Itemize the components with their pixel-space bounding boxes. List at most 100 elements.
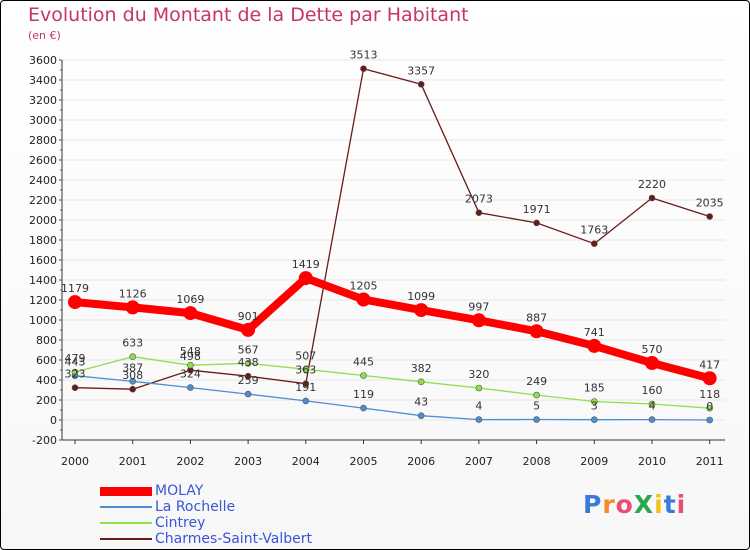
data-label: 507 [295, 349, 316, 362]
chart-title: Evolution du Montant de la Dette par Hab… [28, 4, 469, 26]
data-label: 548 [180, 345, 201, 358]
data-point [533, 416, 540, 423]
data-point [71, 368, 79, 376]
chart-subtitle: (en €) [28, 29, 61, 42]
x-tick-label: 2010 [638, 455, 666, 468]
logo-letter: r [602, 490, 616, 519]
y-tick-label: -200 [32, 434, 57, 447]
data-label: 2220 [638, 178, 666, 191]
x-tick-label: 2009 [580, 455, 608, 468]
legend-label: Cintrey [155, 515, 206, 531]
data-label: 479 [65, 352, 86, 365]
data-point [648, 400, 656, 408]
data-label: 567 [238, 343, 259, 356]
data-point [648, 416, 656, 423]
data-label: 249 [526, 375, 547, 388]
legend-label: MOLAY [155, 483, 204, 499]
logo-letter: i [654, 490, 664, 519]
data-point [533, 391, 540, 399]
x-tick-label: 2000 [61, 455, 89, 468]
x-tick-label: 2005 [350, 455, 378, 468]
data-label: 387 [122, 361, 143, 374]
data-point [187, 384, 194, 391]
data-point [587, 338, 602, 353]
data-point [417, 378, 425, 386]
data-point [417, 412, 425, 420]
data-point [706, 416, 714, 424]
data-point [302, 397, 310, 405]
data-point [590, 240, 598, 247]
x-tick-label: 2004 [292, 455, 320, 468]
y-tick-label: 0 [50, 414, 57, 427]
legend-swatch [100, 538, 152, 540]
data-label: 901 [238, 310, 259, 323]
data-label: 3 [591, 400, 598, 413]
data-label: 4 [475, 400, 482, 413]
logo-letter: o [615, 490, 634, 519]
legend-swatch [100, 486, 152, 496]
logo-letter: P [583, 490, 603, 519]
data-point [533, 219, 540, 227]
data-point [471, 313, 486, 328]
legend-label: La Rochelle [155, 499, 236, 515]
y-tick-label: 1200 [29, 294, 57, 307]
data-label: 1099 [407, 290, 435, 303]
data-point [244, 372, 252, 380]
x-tick-label: 2011 [696, 455, 724, 468]
legend: MOLAY La Rochelle Cintrey Charmes-Saint-… [100, 483, 312, 547]
series-line [74, 274, 711, 383]
data-label: 1205 [350, 280, 378, 293]
y-tick-label: 800 [36, 334, 57, 347]
data-point [706, 213, 714, 220]
logo-letter: i [676, 490, 687, 519]
legend-swatch [100, 506, 152, 508]
y-tick-label: 600 [36, 354, 57, 367]
series-line [74, 68, 710, 390]
data-point [183, 306, 198, 321]
data-label: 3357 [407, 64, 435, 77]
x-tick-label: 2001 [119, 455, 147, 468]
data-label: 741 [584, 326, 605, 339]
data-point [244, 359, 252, 367]
y-tick-label: 3000 [29, 114, 57, 127]
data-label: 118 [699, 388, 720, 401]
data-point [129, 353, 136, 361]
data-label: 633 [122, 337, 143, 350]
y-tick-label: 2200 [29, 194, 57, 207]
data-label: 43 [414, 396, 428, 409]
data-label: 570 [642, 343, 663, 356]
data-point [71, 384, 79, 392]
data-point [706, 404, 714, 412]
y-tick-label: 2400 [29, 174, 57, 187]
data-label: 498 [180, 350, 201, 363]
data-point [645, 356, 659, 370]
data-label: 887 [526, 311, 547, 324]
data-point [129, 377, 136, 385]
data-label: 417 [699, 358, 720, 371]
data-point [187, 361, 194, 369]
data-label: 1179 [61, 282, 89, 295]
series-line [74, 356, 710, 409]
data-point [298, 271, 313, 286]
data-point [241, 322, 256, 337]
x-tick-label: 2002 [176, 455, 204, 468]
data-label: 160 [642, 384, 663, 397]
data-point [590, 398, 598, 405]
data-point [475, 416, 483, 423]
data-label: 308 [122, 369, 143, 382]
data-point [302, 365, 310, 373]
data-label: 438 [238, 356, 259, 369]
y-tick-label: 400 [36, 374, 57, 387]
data-point [529, 324, 544, 339]
data-point [590, 416, 598, 424]
data-point [360, 372, 367, 379]
data-point [475, 384, 483, 392]
data-label: 1069 [176, 293, 204, 306]
x-tick-label: 2003 [234, 455, 262, 468]
data-label: 4 [649, 400, 656, 413]
data-point [356, 292, 371, 307]
data-label: 324 [180, 368, 201, 381]
data-label: 2035 [696, 197, 724, 210]
